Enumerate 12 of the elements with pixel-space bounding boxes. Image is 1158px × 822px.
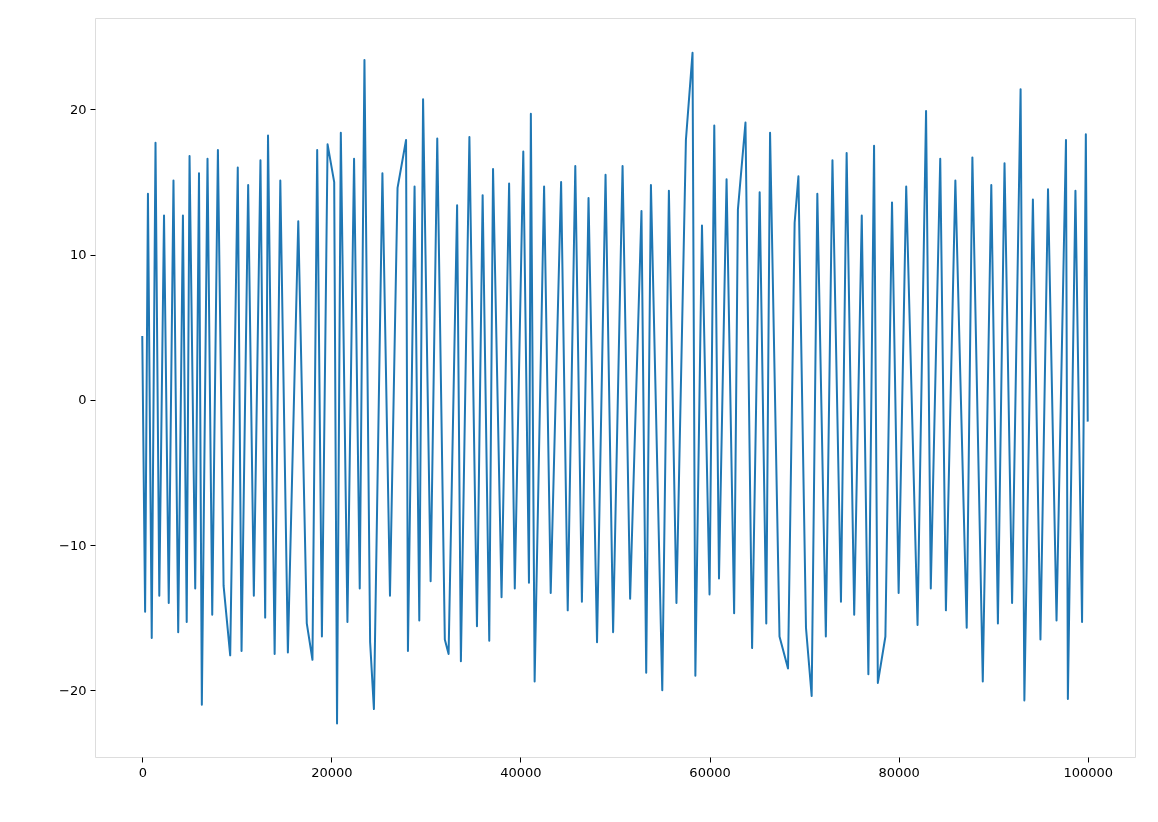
x-tick-label: 20000 — [311, 764, 353, 780]
y-tick-label: −20 — [59, 682, 87, 698]
line-series — [141, 51, 1089, 725]
x-tick-label: 80000 — [878, 764, 920, 780]
x-tick-label: 60000 — [689, 764, 731, 780]
y-tick-label: 10 — [69, 247, 87, 263]
x-tick-label: 40000 — [500, 764, 542, 780]
x-tick-label: 0 — [138, 764, 147, 780]
y-tick-label: −10 — [59, 537, 87, 553]
y-tick-label: 20 — [69, 101, 87, 117]
x-tick-label: 100000 — [1063, 764, 1114, 780]
y-tick-label: 0 — [78, 392, 87, 408]
